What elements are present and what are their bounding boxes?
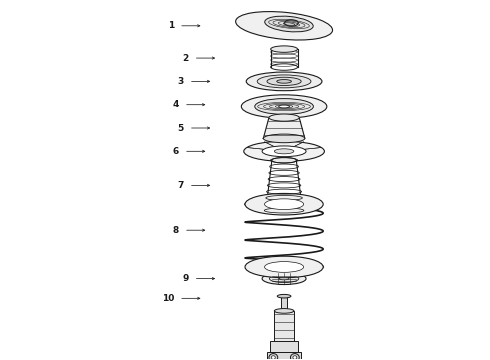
Ellipse shape — [246, 72, 322, 91]
Ellipse shape — [262, 273, 306, 284]
Ellipse shape — [245, 193, 323, 215]
Ellipse shape — [279, 105, 290, 108]
Ellipse shape — [293, 356, 297, 359]
Text: 7: 7 — [177, 181, 184, 190]
Ellipse shape — [269, 354, 278, 360]
Text: 4: 4 — [172, 100, 179, 109]
Text: 6: 6 — [173, 147, 179, 156]
Ellipse shape — [244, 141, 324, 161]
Text: 9: 9 — [182, 274, 189, 283]
Ellipse shape — [291, 354, 299, 360]
Ellipse shape — [262, 146, 306, 157]
Ellipse shape — [263, 134, 305, 143]
Text: 2: 2 — [183, 54, 189, 63]
Ellipse shape — [267, 77, 301, 86]
Bar — [281, 297, 287, 311]
Text: 1: 1 — [168, 21, 174, 30]
Text: 5: 5 — [178, 123, 184, 132]
Bar — [270, 341, 298, 352]
Ellipse shape — [277, 294, 291, 298]
Ellipse shape — [242, 95, 327, 118]
Polygon shape — [263, 118, 305, 138]
Ellipse shape — [265, 199, 304, 210]
Text: 3: 3 — [178, 77, 184, 86]
Ellipse shape — [269, 114, 299, 121]
Ellipse shape — [236, 12, 333, 40]
Ellipse shape — [272, 157, 296, 163]
Ellipse shape — [270, 46, 297, 52]
Ellipse shape — [279, 277, 289, 280]
Ellipse shape — [245, 256, 323, 278]
Ellipse shape — [265, 262, 304, 273]
Bar — [268, 352, 301, 360]
Ellipse shape — [285, 20, 298, 26]
Ellipse shape — [277, 80, 292, 83]
Ellipse shape — [265, 16, 313, 32]
Ellipse shape — [270, 275, 299, 283]
Ellipse shape — [274, 149, 294, 154]
Text: 10: 10 — [162, 294, 174, 303]
Ellipse shape — [257, 75, 311, 88]
Bar — [274, 311, 294, 341]
Ellipse shape — [274, 309, 294, 313]
Ellipse shape — [271, 356, 275, 359]
Text: 8: 8 — [173, 226, 179, 235]
Ellipse shape — [255, 99, 314, 114]
